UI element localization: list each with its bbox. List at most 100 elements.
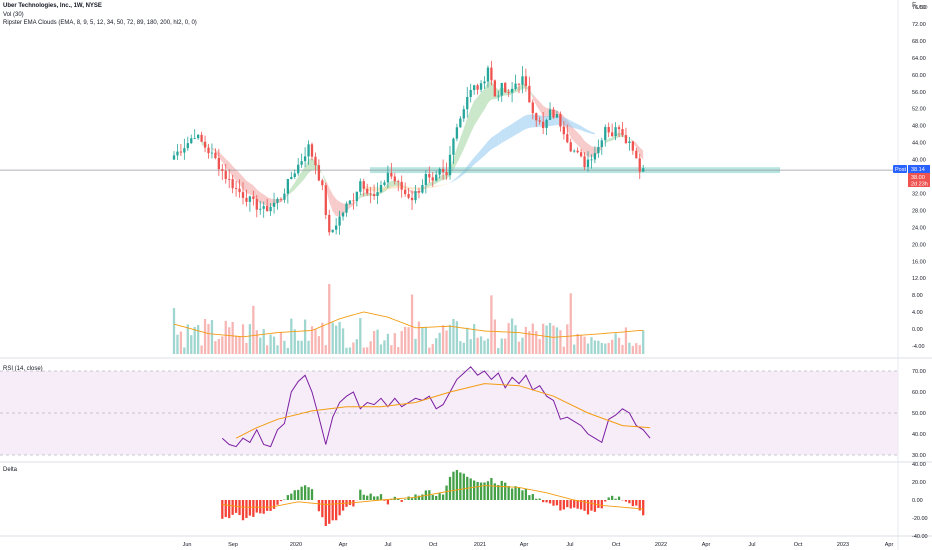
volume-bar	[231, 321, 234, 354]
mid-ema-cloud	[436, 185, 440, 187]
price-tick-label: 40.00	[912, 158, 926, 164]
fast-ema-cloud	[353, 200, 357, 206]
candle-body	[559, 114, 562, 127]
volume-bar	[631, 345, 634, 354]
volume-bar	[317, 336, 321, 354]
candle-body	[217, 158, 220, 170]
candle-body	[424, 174, 427, 185]
slow-ema-cloud	[474, 153, 478, 165]
candle-body	[286, 179, 289, 194]
candle-body	[345, 203, 348, 213]
candle-body	[469, 90, 472, 97]
fast-ema-cloud	[360, 192, 364, 199]
time-tick-label: Apr	[885, 542, 894, 548]
delta-bar	[583, 500, 586, 511]
candle-body	[617, 127, 621, 130]
fast-ema-cloud	[246, 180, 250, 195]
volume-bar	[359, 318, 362, 354]
mid-ema-cloud	[391, 185, 395, 189]
volume-bar	[562, 346, 565, 354]
volume-bar	[321, 322, 324, 354]
delta-bar	[293, 490, 296, 500]
fast-ema-cloud	[481, 88, 485, 115]
post-label: Post	[895, 167, 906, 173]
candle-body	[466, 96, 469, 110]
delta-tick-label: 0.00	[912, 498, 923, 504]
candle-body	[176, 151, 179, 156]
volume-bar	[276, 345, 279, 354]
fast-ema-cloud	[584, 140, 588, 157]
candle-body	[507, 92, 510, 93]
post-badge	[893, 165, 907, 173]
slow-ema-cloud	[515, 119, 519, 135]
delta-bar	[317, 500, 321, 512]
delta-title[interactable]: Delta	[3, 467, 18, 473]
candle-body	[493, 80, 496, 97]
delta-bar	[486, 481, 490, 500]
delta-bar	[366, 495, 369, 500]
delta-bar	[517, 487, 521, 500]
slow-ema-cloud	[519, 116, 523, 133]
candle-body	[266, 206, 269, 212]
candle-body	[352, 200, 355, 202]
candle-body	[473, 85, 476, 91]
volume-bar	[386, 333, 390, 354]
volume-bar	[445, 330, 448, 354]
rsi-title[interactable]: RSI (14, close)	[3, 366, 43, 372]
volume-bar	[490, 295, 493, 354]
volume-indicator-label[interactable]: Vol (30)	[3, 12, 24, 18]
volume-bar	[466, 327, 469, 354]
volume-bar	[493, 319, 496, 354]
fast-ema-cloud	[639, 147, 644, 160]
delta-bar	[369, 493, 372, 500]
candle-body	[455, 127, 459, 139]
candle-body	[448, 154, 452, 176]
rsi-tick-label: 50.00	[912, 411, 926, 417]
fast-ema-cloud	[463, 117, 468, 150]
volume-bar	[241, 324, 245, 354]
slow-ema-cloud	[577, 124, 582, 131]
volume-bar	[348, 347, 352, 354]
fast-ema-cloud	[543, 105, 547, 118]
candle-body	[417, 191, 421, 193]
volume-bar	[224, 320, 227, 354]
candle-body	[397, 181, 400, 183]
volume-bar	[335, 325, 338, 354]
volume-ma-line	[173, 311, 644, 338]
slow-ema-cloud	[477, 149, 482, 162]
candle-body	[631, 141, 634, 151]
delta-bar	[286, 495, 289, 500]
volume-bar	[272, 336, 276, 354]
candle-body	[569, 142, 572, 152]
mid-ema-cloud	[432, 185, 437, 188]
candle-body	[635, 150, 638, 159]
fast-ema-cloud	[301, 166, 306, 182]
volume-bar	[200, 345, 203, 354]
volume-bar	[483, 340, 486, 354]
ema-cloud-indicator-label[interactable]: Ripster EMA Clouds (EMA, 8, 9, 5, 12, 34…	[3, 20, 197, 26]
delta-bar	[379, 494, 383, 500]
slow-ema-cloud	[525, 114, 530, 129]
delta-bar	[593, 500, 597, 512]
volume-bar	[300, 340, 303, 354]
candle-body	[621, 129, 624, 136]
fast-ema-cloud	[436, 175, 440, 184]
candle-body	[404, 189, 407, 195]
volume-bar	[614, 333, 617, 354]
delta-bar	[224, 500, 227, 518]
fast-ema-cloud	[225, 158, 230, 172]
volume-bar	[548, 322, 552, 354]
volume-bar	[507, 323, 510, 354]
volume-bar	[328, 283, 331, 354]
price-tick-label: 64.00	[912, 56, 926, 62]
symbol-title[interactable]: Uber Technologies, Inc., 1W, NYSE	[3, 3, 102, 9]
delta-bar	[331, 500, 334, 521]
fast-ema-cloud	[363, 192, 368, 197]
currency-label: USD	[916, 5, 928, 11]
price-tick-label: 68.00	[912, 39, 926, 45]
fast-ema-cloud	[470, 100, 475, 134]
delta-bar	[362, 494, 365, 500]
volume-bar	[203, 319, 207, 354]
candle-body	[407, 194, 410, 198]
delta-bar	[310, 489, 314, 500]
